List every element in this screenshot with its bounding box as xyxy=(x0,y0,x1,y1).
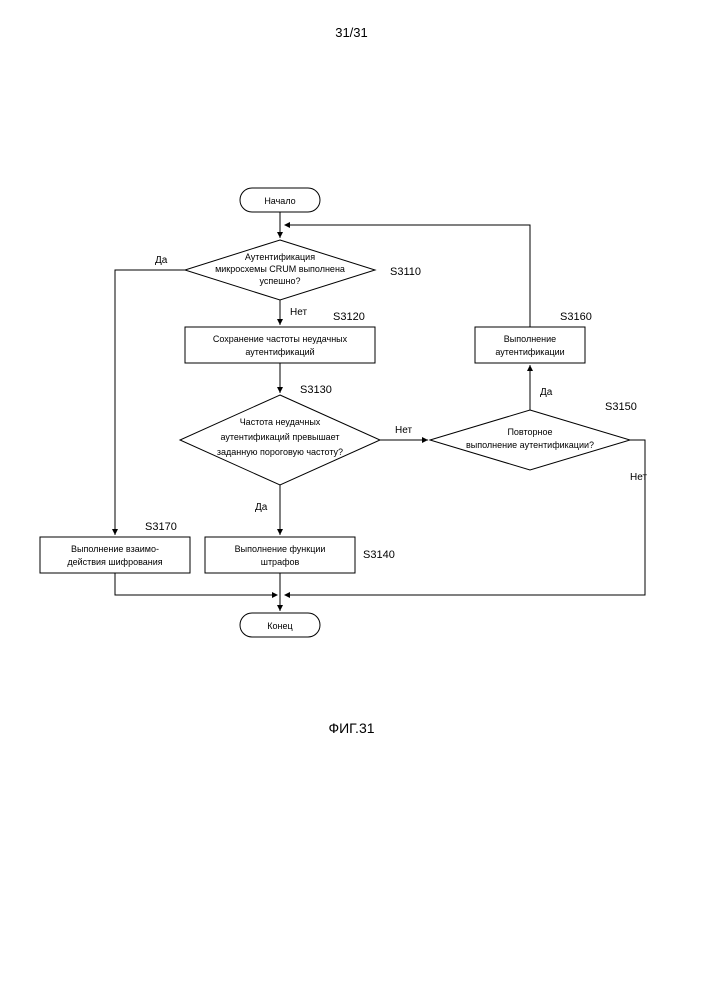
svg-text:действия шифрования: действия шифрования xyxy=(67,557,162,567)
figure-label: ФИГ.31 xyxy=(328,720,374,736)
svg-text:успешно?: успешно? xyxy=(260,276,301,286)
edge-label-s3150-yes: Да xyxy=(540,387,553,398)
svg-text:Выполнение взаимо-: Выполнение взаимо- xyxy=(71,544,159,554)
svg-text:Выполнение функции: Выполнение функции xyxy=(235,544,326,554)
node-s3150: Повторное выполнение аутентификации? xyxy=(430,410,630,470)
edge-s3170-end xyxy=(115,573,272,595)
step-label-s3130: S3130 xyxy=(300,384,332,396)
svg-text:Сохранение частоты неудачных: Сохранение частоты неудачных xyxy=(213,334,348,344)
node-s3140: Выполнение функции штрафов xyxy=(205,537,355,573)
node-s3120: Сохранение частоты неудачных аутентифика… xyxy=(185,327,375,363)
edge-label-s3130-yes: Да xyxy=(255,502,268,513)
node-s3130: Частота неудачных аутентификаций превыша… xyxy=(180,395,380,485)
svg-text:выполнение аутентификации?: выполнение аутентификации? xyxy=(466,440,594,450)
svg-text:Начало: Начало xyxy=(264,196,295,206)
edge-s3150-end-arrow xyxy=(284,592,290,598)
node-end: Конец xyxy=(240,613,320,637)
step-label-s3110: S3110 xyxy=(390,266,421,278)
edge-s3160-loop-arrow xyxy=(284,222,290,228)
edge-label-s3130-no: Нет xyxy=(395,425,412,436)
edge-s3110-s3170 xyxy=(115,270,185,535)
svg-text:Аутентификация: Аутентификация xyxy=(245,252,315,262)
svg-text:микросхемы CRUM выполнена: микросхемы CRUM выполнена xyxy=(215,264,345,274)
svg-text:аутентификации: аутентификации xyxy=(495,347,564,357)
node-s3160: Выполнение аутентификации xyxy=(475,327,585,363)
svg-text:Выполнение: Выполнение xyxy=(504,334,556,344)
flowchart-svg: Начало Аутентификация микросхемы CRUM вы… xyxy=(0,0,703,999)
svg-text:заданную пороговую частоту?: заданную пороговую частоту? xyxy=(217,447,343,457)
edge-label-s3110-no: Нет xyxy=(290,307,307,318)
svg-text:Конец: Конец xyxy=(267,621,292,631)
step-label-s3140: S3140 xyxy=(363,549,395,561)
edge-label-s3110-yes: Да xyxy=(155,255,168,266)
edge-s3170-end-arrow xyxy=(272,592,278,598)
step-label-s3120: S3120 xyxy=(333,311,365,323)
svg-text:аутентификаций превышает: аутентификаций превышает xyxy=(220,432,339,442)
svg-text:штрафов: штрафов xyxy=(261,557,300,567)
step-label-s3160: S3160 xyxy=(560,311,592,323)
step-label-s3170: S3170 xyxy=(145,521,177,533)
node-start: Начало xyxy=(240,188,320,212)
step-label-s3150: S3150 xyxy=(605,401,637,413)
svg-text:Частота неудачных: Частота неудачных xyxy=(240,417,321,427)
svg-text:аутентификаций: аутентификаций xyxy=(245,347,314,357)
svg-text:Повторное: Повторное xyxy=(507,427,552,437)
node-s3170: Выполнение взаимо- действия шифрования xyxy=(40,537,190,573)
edge-label-s3150-no: Нет xyxy=(630,472,647,483)
node-s3110: Аутентификация микросхемы CRUM выполнена… xyxy=(185,240,375,300)
